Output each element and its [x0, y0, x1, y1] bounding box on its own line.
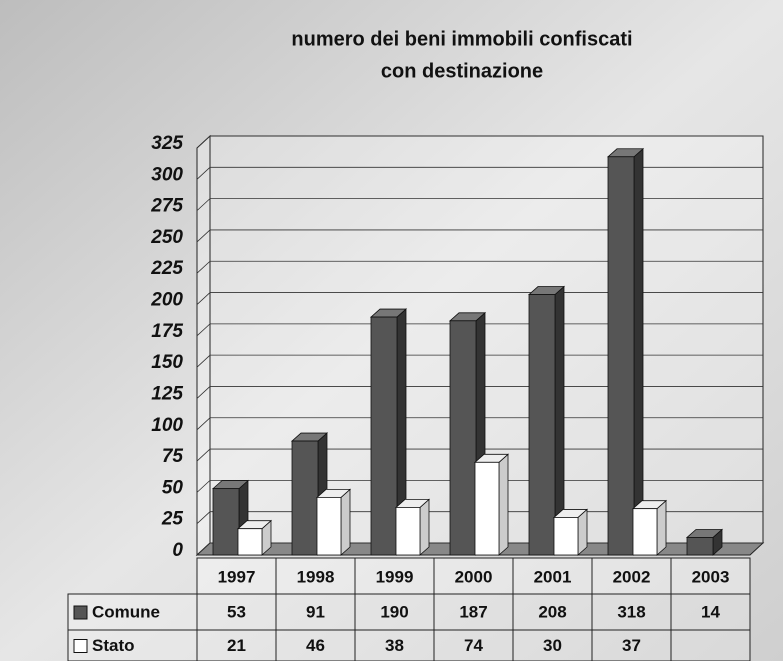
grid-line [196, 260, 763, 274]
y-tick-label: 50 [162, 477, 184, 498]
table-value: 91 [306, 602, 325, 621]
grid-line [196, 198, 763, 211]
y-tick-label: 175 [151, 321, 183, 342]
grid-line [196, 292, 763, 305]
y-tick-label: 75 [162, 446, 184, 467]
y-tick-label: 225 [150, 258, 183, 279]
grid-line [196, 166, 763, 180]
table-value: 187 [459, 602, 487, 621]
bar [607, 156, 635, 556]
table-value: 318 [617, 602, 645, 621]
x-tick-label: 2001 [534, 567, 572, 586]
grid-line [196, 479, 763, 493]
bar [212, 488, 240, 556]
table-value: 38 [385, 636, 404, 655]
grid-line [196, 417, 763, 431]
y-tick-label: 0 [172, 540, 183, 561]
bar [528, 294, 556, 556]
y-tick-label: 100 [151, 415, 183, 436]
bar [553, 517, 579, 556]
chart-title: con destinazione [381, 60, 543, 82]
bar [474, 461, 500, 556]
table-value: 46 [306, 636, 325, 655]
table-value: 14 [701, 602, 720, 621]
x-tick-label: 2002 [613, 567, 651, 586]
bar [395, 507, 421, 556]
y-tick-label: 250 [150, 227, 183, 248]
legend-label: Stato [92, 636, 135, 655]
bar-side [633, 147, 644, 556]
table-value: 53 [227, 602, 246, 621]
legend-swatch [73, 605, 88, 620]
x-tick-label: 2003 [692, 567, 730, 586]
y-tick-label: 125 [151, 383, 183, 404]
bar [370, 316, 398, 556]
table-value: 190 [380, 602, 408, 621]
bar [316, 496, 342, 556]
x-tick-label: 1999 [376, 567, 414, 586]
grid-line [196, 323, 763, 337]
bar-side [419, 498, 430, 556]
y-tick-label: 200 [150, 290, 183, 311]
legend-swatch [73, 639, 88, 653]
grid-line [196, 386, 763, 399]
table-bg [196, 557, 751, 595]
side-wall [196, 134, 211, 557]
bar [291, 440, 319, 556]
y-tick-label: 300 [151, 164, 183, 185]
bar [686, 537, 714, 556]
y-tick-label: 275 [150, 196, 183, 217]
table-value: 37 [622, 636, 641, 655]
y-tick-label: 150 [151, 352, 183, 373]
bar [632, 508, 658, 556]
table-value: 30 [543, 636, 562, 655]
chart-title: numero dei beni immobili confiscati [291, 28, 632, 50]
table-value: 208 [538, 602, 566, 621]
bar-side [340, 488, 351, 556]
grid-line [196, 135, 763, 149]
table-value: 21 [227, 636, 246, 655]
y-tick-label: 25 [161, 509, 184, 530]
bar [449, 320, 477, 556]
x-tick-label: 1997 [218, 567, 256, 586]
bar [237, 528, 263, 556]
bar-side [656, 499, 667, 556]
grid-line [196, 448, 763, 462]
x-tick-label: 2000 [455, 567, 493, 586]
bar-side [498, 453, 509, 556]
table-bg [67, 593, 751, 661]
grid-line [196, 354, 763, 368]
x-tick-label: 1998 [297, 567, 335, 586]
grid-line [196, 229, 763, 243]
table-value: 74 [464, 636, 483, 655]
legend-label: Comune [92, 602, 160, 621]
y-tick-label: 325 [151, 133, 183, 154]
